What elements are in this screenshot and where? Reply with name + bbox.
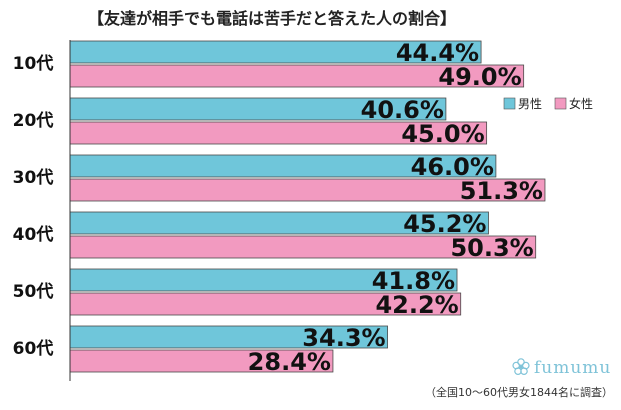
value-label-female: 28.4% <box>248 348 331 376</box>
category-label: 40代 <box>13 224 54 245</box>
category-label: 20代 <box>13 110 54 131</box>
value-label-male: 44.4% <box>396 39 479 67</box>
legend-label-male: 男性 <box>518 97 542 111</box>
value-label-female: 42.2% <box>375 291 458 319</box>
chart-title: 【友達が相手でも電話は苦手だと答えた人の割合】 <box>88 9 456 28</box>
brand-logo: fumumu <box>512 358 611 378</box>
value-label-male: 34.3% <box>302 324 385 352</box>
value-label-female: 51.3% <box>460 177 543 205</box>
value-labels-layer: 44.4%49.0% 40.6%45.0% 46.0%51.3% 45.2%50.3%… <box>248 39 543 376</box>
flower-icon <box>512 358 530 375</box>
value-label-female: 45.0% <box>401 120 484 148</box>
value-label-male: 41.8% <box>372 267 455 295</box>
category-label: 30代 <box>13 167 54 188</box>
category-labels-layer: 10代 20代 30代 40代 50代 60代 <box>13 53 54 359</box>
category-label: 60代 <box>13 338 54 359</box>
survey-note: （全国10～60代男女1844名に調査） <box>425 385 613 399</box>
legend-swatch-male <box>503 97 516 110</box>
value-label-male: 45.2% <box>403 210 486 238</box>
value-label-female: 50.3% <box>450 234 533 262</box>
brand-text: fumumu <box>534 358 611 378</box>
value-label-female: 49.0% <box>438 63 521 91</box>
legend-swatch-female <box>554 97 567 110</box>
value-label-male: 46.0% <box>411 153 494 181</box>
legend: 男性 女性 <box>503 96 593 111</box>
category-label: 50代 <box>13 281 54 302</box>
value-label-male: 40.6% <box>361 96 444 124</box>
category-label: 10代 <box>13 53 54 74</box>
legend-label-female: 女性 <box>569 96 593 111</box>
